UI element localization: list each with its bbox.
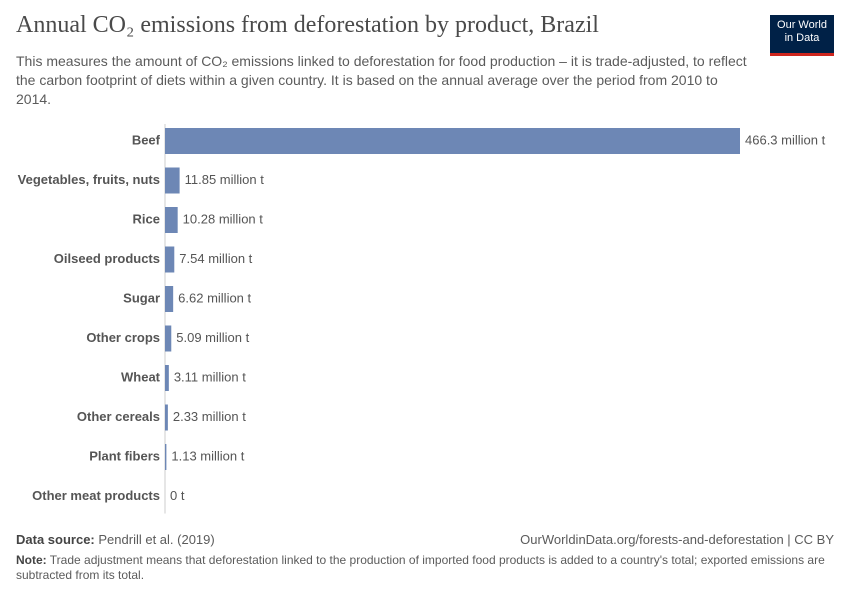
value-label: 466.3 million t: [745, 132, 826, 147]
bar: [165, 365, 169, 391]
chart-subtitle: This measures the amount of CO₂ emission…: [16, 53, 747, 107]
bar: [165, 207, 178, 233]
source: Data source: Pendrill et al. (2019): [16, 532, 215, 547]
category-label: Other crops: [86, 330, 160, 345]
note: Note: Trade adjustment means that defore…: [16, 553, 836, 583]
category-label: Vegetables, fruits, nuts: [18, 172, 160, 187]
note-text: Trade adjustment means that deforestatio…: [16, 553, 825, 582]
source-label: Data source:: [16, 532, 95, 547]
bar: [165, 286, 174, 312]
value-label: 3.11 million t: [174, 369, 246, 384]
note-label: Note:: [16, 553, 47, 567]
category-label: Rice: [133, 211, 160, 226]
category-label: Other meat products: [32, 488, 160, 503]
value-label: 10.28 million t: [183, 211, 264, 226]
logo-line: in Data: [784, 32, 820, 44]
category-label: Sugar: [123, 290, 160, 305]
value-label: 0 t: [170, 488, 185, 503]
bar: [165, 246, 175, 273]
category-label: Other cereals: [77, 409, 160, 424]
value-label: 11.85 million t: [185, 172, 265, 187]
category-label: Wheat: [121, 369, 161, 384]
value-label: 5.09 million t: [176, 330, 249, 345]
category-label: Plant fibers: [89, 448, 160, 463]
bar: [165, 325, 172, 352]
bar: [165, 444, 167, 470]
category-label: Oilseed products: [54, 251, 160, 266]
bar: [165, 404, 168, 431]
category-label: Beef: [132, 132, 161, 147]
url[interactable]: OurWorldinData.org/forests-and-deforesta…: [520, 532, 834, 547]
value-label: 2.33 million t: [173, 409, 246, 424]
logo-line: Our World: [777, 19, 827, 31]
value-label: 6.62 million t: [178, 290, 251, 305]
bar: [165, 167, 180, 194]
value-label: 7.54 million t: [179, 251, 252, 266]
bar: [165, 128, 740, 154]
logo[interactable]: Our World in Data: [770, 15, 834, 56]
value-label: 1.13 million t: [171, 448, 244, 463]
source-text[interactable]: Pendrill et al. (2019): [98, 532, 215, 547]
chart-title: Annual CO₂ emissions from deforestation …: [16, 12, 599, 38]
